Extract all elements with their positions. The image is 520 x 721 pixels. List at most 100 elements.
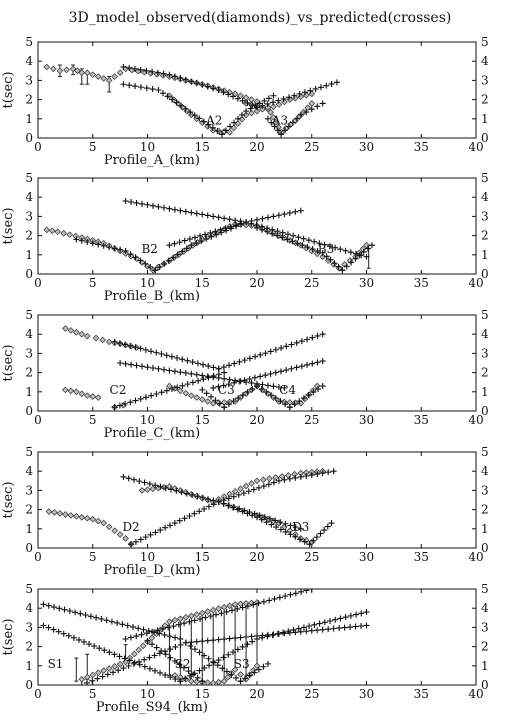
x-tick-label: 0: [34, 276, 42, 290]
predicted-cross: [124, 622, 131, 629]
observed-diamond: [66, 231, 74, 238]
predicted-cross: [363, 253, 370, 260]
predicted-cross: [301, 538, 308, 545]
predicted-cross: [251, 374, 258, 381]
predicted-cross: [182, 76, 189, 83]
predicted-cross: [126, 64, 133, 71]
predicted-cross: [268, 392, 275, 399]
predicted-cross: [259, 226, 266, 233]
observed-diamond: [182, 614, 190, 621]
observed-diamond: [67, 327, 75, 334]
predicted-cross: [268, 521, 275, 528]
predicted-cross: [261, 97, 268, 104]
predicted-cross: [304, 361, 311, 368]
predicted-cross: [132, 344, 139, 351]
predicted-cross: [122, 400, 129, 407]
x-tick-label: 0: [34, 550, 42, 564]
predicted-cross: [60, 630, 67, 637]
predicted-cross: [298, 338, 305, 345]
predicted-cross: [264, 382, 271, 389]
x-tick-label: 25: [304, 413, 319, 427]
y-tick-label: 2: [25, 503, 33, 517]
predicted-cross: [331, 260, 338, 267]
predicted-cross: [137, 84, 144, 91]
predicted-cross: [228, 671, 235, 678]
predicted-cross: [239, 643, 246, 650]
predicted-cross: [122, 247, 129, 254]
predicted-cross: [188, 639, 195, 646]
y-tick-label-right: 0: [481, 404, 489, 418]
x-axis-label: Profile_C_(km): [104, 426, 201, 441]
predicted-cross: [171, 658, 178, 664]
predicted-cross: [193, 80, 200, 87]
observed-diamond: [188, 612, 195, 620]
predicted-cross: [162, 671, 169, 678]
station-label: D2: [122, 520, 139, 534]
observed-diamond: [231, 666, 239, 673]
plot-data: [43, 63, 340, 138]
predicted-cross: [171, 240, 178, 247]
predicted-cross: [182, 105, 189, 112]
observed-diamond: [111, 527, 118, 535]
predicted-cross: [300, 395, 307, 402]
predicted-cross: [70, 634, 77, 641]
predicted-cross: [311, 621, 318, 628]
predicted-cross: [236, 358, 243, 365]
predicted-cross: [155, 87, 162, 93]
observed-diamond: [89, 671, 97, 679]
predicted-cross: [301, 89, 308, 96]
predicted-cross: [269, 99, 276, 106]
predicted-cross: [158, 350, 165, 357]
predicted-cross: [215, 383, 222, 390]
predicted-cross: [106, 244, 113, 251]
predicted-cross: [319, 331, 326, 338]
predicted-cross: [291, 92, 298, 99]
observed-diamond: [215, 678, 222, 685]
predicted-cross: [186, 236, 193, 243]
observed-diamond: [94, 669, 102, 677]
predicted-cross: [171, 206, 178, 213]
predicted-cross: [220, 364, 227, 371]
predicted-cross: [260, 598, 267, 605]
predicted-cross: [199, 386, 206, 393]
predicted-cross: [264, 660, 271, 667]
predicted-cross: [230, 649, 237, 656]
predicted-cross: [167, 654, 174, 661]
predicted-cross: [225, 502, 232, 509]
predicted-cross: [282, 520, 289, 527]
predicted-cross: [111, 245, 118, 252]
observed-diamond: [78, 330, 86, 338]
predicted-cross: [250, 486, 257, 493]
observed-diamond: [92, 334, 100, 342]
y-tick-label: 1: [25, 112, 33, 126]
observed-diamond: [54, 228, 62, 236]
y-tick-label: 1: [25, 522, 33, 536]
predicted-cross: [136, 661, 143, 668]
observed-diamond: [264, 227, 272, 235]
predicted-cross: [198, 238, 205, 245]
predicted-cross: [169, 386, 176, 393]
predicted-cross: [364, 245, 371, 252]
y-tick-label: 5: [25, 308, 33, 322]
predicted-cross: [273, 524, 280, 531]
predicted-cross: [234, 95, 241, 102]
predicted-cross: [214, 662, 221, 669]
predicted-cross: [265, 481, 272, 488]
observed-diamond: [237, 485, 244, 493]
predicted-cross: [183, 490, 190, 497]
observed-diamond: [286, 96, 294, 103]
x-axis-label: Profile_D_(km): [103, 563, 200, 578]
predicted-cross: [234, 506, 241, 513]
y-tick-label-right: 1: [481, 112, 489, 126]
predicted-cross: [177, 635, 184, 642]
y-tick-label: 1: [25, 248, 33, 262]
predicted-cross: [173, 99, 180, 106]
predicted-cross: [215, 498, 222, 505]
x-tick-label: 20: [249, 413, 264, 427]
observed-diamond: [94, 73, 102, 80]
predicted-cross: [281, 211, 288, 218]
x-tick-label: 0: [34, 687, 42, 701]
observed-diamond: [62, 511, 69, 518]
predicted-cross: [258, 386, 265, 393]
predicted-cross: [154, 69, 161, 76]
